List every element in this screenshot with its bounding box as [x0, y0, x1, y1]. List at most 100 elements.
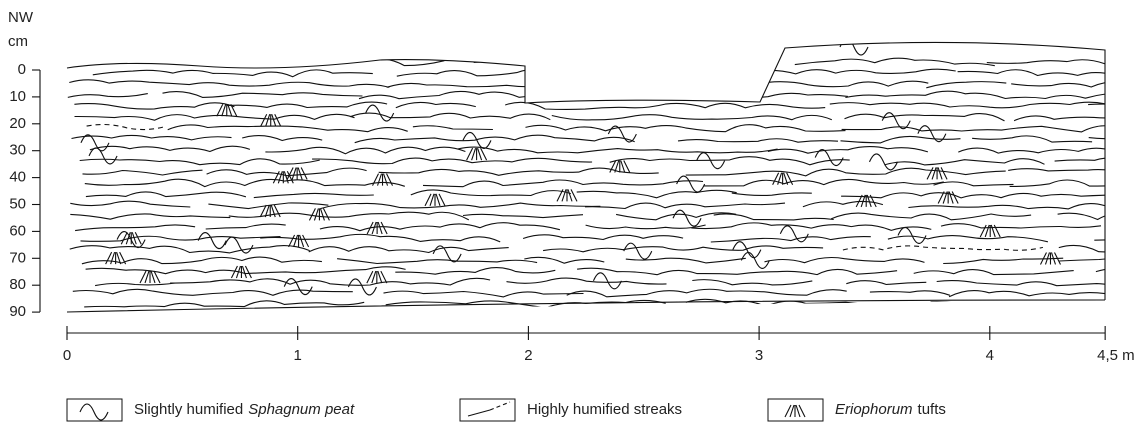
layer-line: [379, 168, 659, 175]
layer-line: [505, 102, 825, 109]
layer-line: [86, 267, 406, 274]
layer-line: [70, 214, 230, 219]
layer-line: [93, 70, 373, 77]
eriophorum-symbol: [980, 225, 1000, 237]
layer-line: [1010, 180, 1143, 186]
layer-line: [914, 270, 1074, 275]
layer-line: [620, 69, 740, 76]
sphagnum-symbol: [677, 176, 705, 192]
layer-line: [768, 147, 928, 154]
eriophorum-symbol: [610, 160, 630, 172]
eriophorum-symbol: [309, 208, 329, 220]
layer-line: [987, 59, 1143, 65]
layer-line: [972, 136, 1092, 142]
layer-line: [732, 193, 812, 196]
layer-line: [585, 203, 785, 208]
layer-line: [1059, 245, 1143, 252]
eriophorum-symbol: [367, 271, 387, 283]
layer-line: [610, 157, 850, 165]
eriophorum-symbol: [140, 271, 160, 283]
eriophorum-symbol: [261, 114, 281, 126]
streak-symbol: [468, 410, 490, 416]
x-tick-label: 1: [294, 347, 302, 364]
layer-line: [1094, 236, 1143, 241]
layer-line: [320, 203, 600, 209]
layer-line: [552, 115, 832, 120]
layer-line: [1014, 113, 1143, 121]
eriophorum-symbol: [1040, 252, 1060, 264]
legend-text: Eriophorum: [835, 401, 913, 418]
layer-line: [81, 236, 281, 241]
sphagnum-symbol: [840, 39, 868, 55]
sphagnum-symbol: [733, 242, 761, 258]
sphagnum-symbol: [741, 252, 769, 268]
layer-line: [359, 91, 679, 98]
layer-line: [68, 94, 148, 98]
layer-line: [1055, 158, 1143, 164]
layer-line: [567, 289, 847, 297]
sphagnum-symbol: [624, 243, 652, 259]
eriophorum-symbol: [773, 173, 793, 185]
layer-line: [686, 168, 1006, 176]
legend-text: Slightly humified: [134, 401, 243, 418]
x-tick-label: 0: [63, 347, 71, 364]
layer-line: [934, 182, 1014, 186]
layer-line: [397, 69, 597, 76]
layer-line: [688, 93, 848, 98]
unit-label: cm: [8, 33, 28, 50]
layer-line: [70, 246, 310, 253]
layer-line: [75, 225, 195, 231]
layer-line: [577, 190, 737, 198]
x-tick-label: 2: [524, 347, 532, 364]
layer-line: [678, 139, 838, 142]
layer-line: [711, 237, 871, 242]
eriophorum-symbol: [260, 205, 280, 217]
eriophorum-symbol: [467, 148, 487, 160]
layer-line: [413, 126, 493, 130]
y-tick-label: 70: [9, 249, 26, 266]
legend-box: [460, 399, 515, 421]
layer-line: [885, 159, 1045, 165]
y-tick-label: 80: [9, 276, 26, 293]
layer-line: [384, 291, 584, 297]
legend-label: Highly humified streaks: [527, 401, 682, 418]
layer-line: [396, 102, 476, 107]
legend-text: Highly humified streaks: [527, 401, 682, 418]
y-tick-label: 60: [9, 222, 26, 239]
y-tick-label: 50: [9, 195, 26, 212]
layer-line: [69, 80, 389, 88]
layer-line: [841, 193, 1121, 198]
sphagnum-symbol: [80, 404, 108, 420]
y-tick-label: 90: [9, 303, 26, 320]
sphagnum-symbol: [815, 150, 843, 166]
layer-line: [507, 278, 667, 284]
y-tick-label: 40: [9, 169, 26, 186]
layer-line: [1096, 268, 1143, 275]
layer-line: [85, 179, 405, 186]
layer-line: [395, 268, 555, 275]
layer-line: [765, 257, 925, 262]
layer-line: [72, 135, 232, 140]
layer-line: [728, 81, 928, 87]
sphagnum-symbol: [198, 233, 226, 249]
layer-line: [831, 213, 1031, 220]
layer-line: [931, 302, 1131, 306]
layer-line: [83, 170, 203, 175]
layer-line: [958, 70, 1143, 77]
layer-line: [543, 246, 823, 252]
layer-line: [615, 60, 775, 64]
layer-line: [242, 136, 322, 141]
layer-line: [577, 268, 897, 275]
layer-line: [337, 259, 537, 264]
diagram: NW cm 0102030405060708090012344,5 mSligh…: [0, 0, 1143, 423]
layer-line: [795, 58, 995, 66]
layer-line: [163, 92, 363, 98]
layer-line: [387, 81, 707, 87]
layer-line: [691, 223, 931, 231]
layer-line: [90, 146, 250, 151]
eriophorum-symbol: [927, 167, 947, 179]
y-tick-label: 20: [9, 115, 26, 132]
layer-line: [207, 168, 367, 176]
sphagnum-symbol: [869, 154, 897, 170]
